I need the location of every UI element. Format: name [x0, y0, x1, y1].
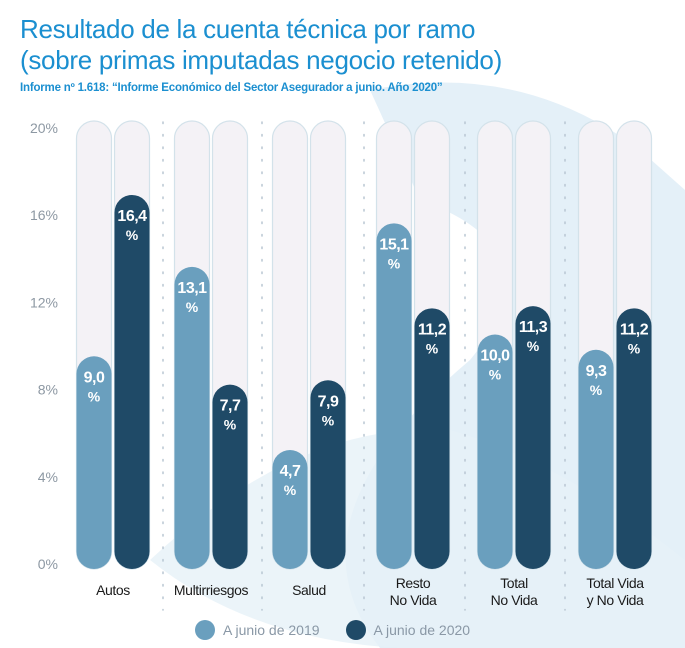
data-label-unit: % — [527, 338, 540, 354]
category-label: Total — [500, 575, 528, 591]
y-tick-label: 12% — [30, 294, 58, 310]
chart-subtitle: Informe nº 1.618: “Informe Económico del… — [20, 82, 443, 94]
bar-2020 — [414, 308, 450, 569]
data-label: 7,9 — [318, 393, 339, 410]
bar-2019 — [376, 223, 412, 569]
bar-2020 — [114, 194, 150, 570]
bar-2020 — [515, 306, 551, 569]
title-line-2: (sobre primas imputadas negocio retenido… — [20, 45, 502, 75]
category-label: Total Vida — [586, 575, 644, 591]
y-tick-label: 16% — [30, 207, 58, 223]
data-label: 15,1 — [379, 236, 409, 253]
title-line-1: Resultado de la cuenta técnica por ramo — [20, 14, 476, 44]
data-label-unit: % — [224, 417, 237, 433]
legend-item-2019: A junio de 2019 — [195, 620, 320, 640]
data-label: 13,1 — [177, 280, 207, 297]
data-label-unit: % — [489, 367, 502, 383]
data-label-unit: % — [388, 255, 401, 271]
data-label: 4,7 — [280, 463, 301, 480]
legend-swatch-2020 — [345, 620, 366, 640]
y-tick-label: 0% — [38, 556, 58, 572]
data-label-unit: % — [322, 412, 335, 428]
data-label: 16,4 — [117, 208, 147, 225]
data-label: 11,3 — [519, 319, 548, 336]
y-tick-label: 4% — [38, 469, 58, 485]
data-label: 9,3 — [586, 363, 607, 380]
category-label: Salud — [292, 582, 326, 598]
bar-2019 — [174, 266, 210, 569]
data-label-unit: % — [126, 227, 139, 243]
category-label: No Vida — [390, 592, 437, 608]
bar-2020 — [212, 384, 248, 569]
y-tick-label: 8% — [38, 382, 58, 398]
data-label-unit: % — [426, 340, 439, 356]
legend-label-2019: A junio de 2019 — [223, 622, 320, 638]
legend-swatch-2019 — [195, 620, 215, 640]
legend-item-2020: A junio de 2020 — [345, 620, 471, 640]
category-label: Multirriesgos — [174, 582, 249, 598]
data-label-unit: % — [88, 388, 101, 404]
category-label: y No Vida — [587, 592, 644, 608]
category-label: Resto — [396, 575, 431, 591]
bar-2020 — [616, 308, 652, 569]
bar-2019 — [477, 334, 513, 569]
data-label: 11,2 — [418, 321, 447, 338]
data-label: 10,0 — [480, 348, 510, 365]
data-label-unit: % — [186, 299, 199, 315]
bar-2019 — [272, 450, 308, 569]
legend: A junio de 2019 A junio de 2020 — [195, 620, 470, 640]
bar-2019 — [76, 356, 112, 569]
data-label-unit: % — [590, 382, 603, 398]
bar-2019 — [578, 349, 614, 569]
category-label: No Vida — [491, 592, 538, 608]
data-label: 11,2 — [620, 321, 649, 338]
legend-label-2020: A junio de 2020 — [373, 622, 471, 638]
data-label: 7,7 — [220, 398, 241, 415]
data-label-unit: % — [284, 482, 297, 498]
y-tick-label: 20% — [30, 120, 58, 136]
data-label-unit: % — [628, 340, 641, 356]
data-label: 9,0 — [84, 369, 105, 386]
category-label: Autos — [96, 582, 130, 598]
bar-2020 — [310, 380, 346, 569]
chart-title: Resultado de la cuenta técnica por ramo … — [20, 14, 502, 76]
